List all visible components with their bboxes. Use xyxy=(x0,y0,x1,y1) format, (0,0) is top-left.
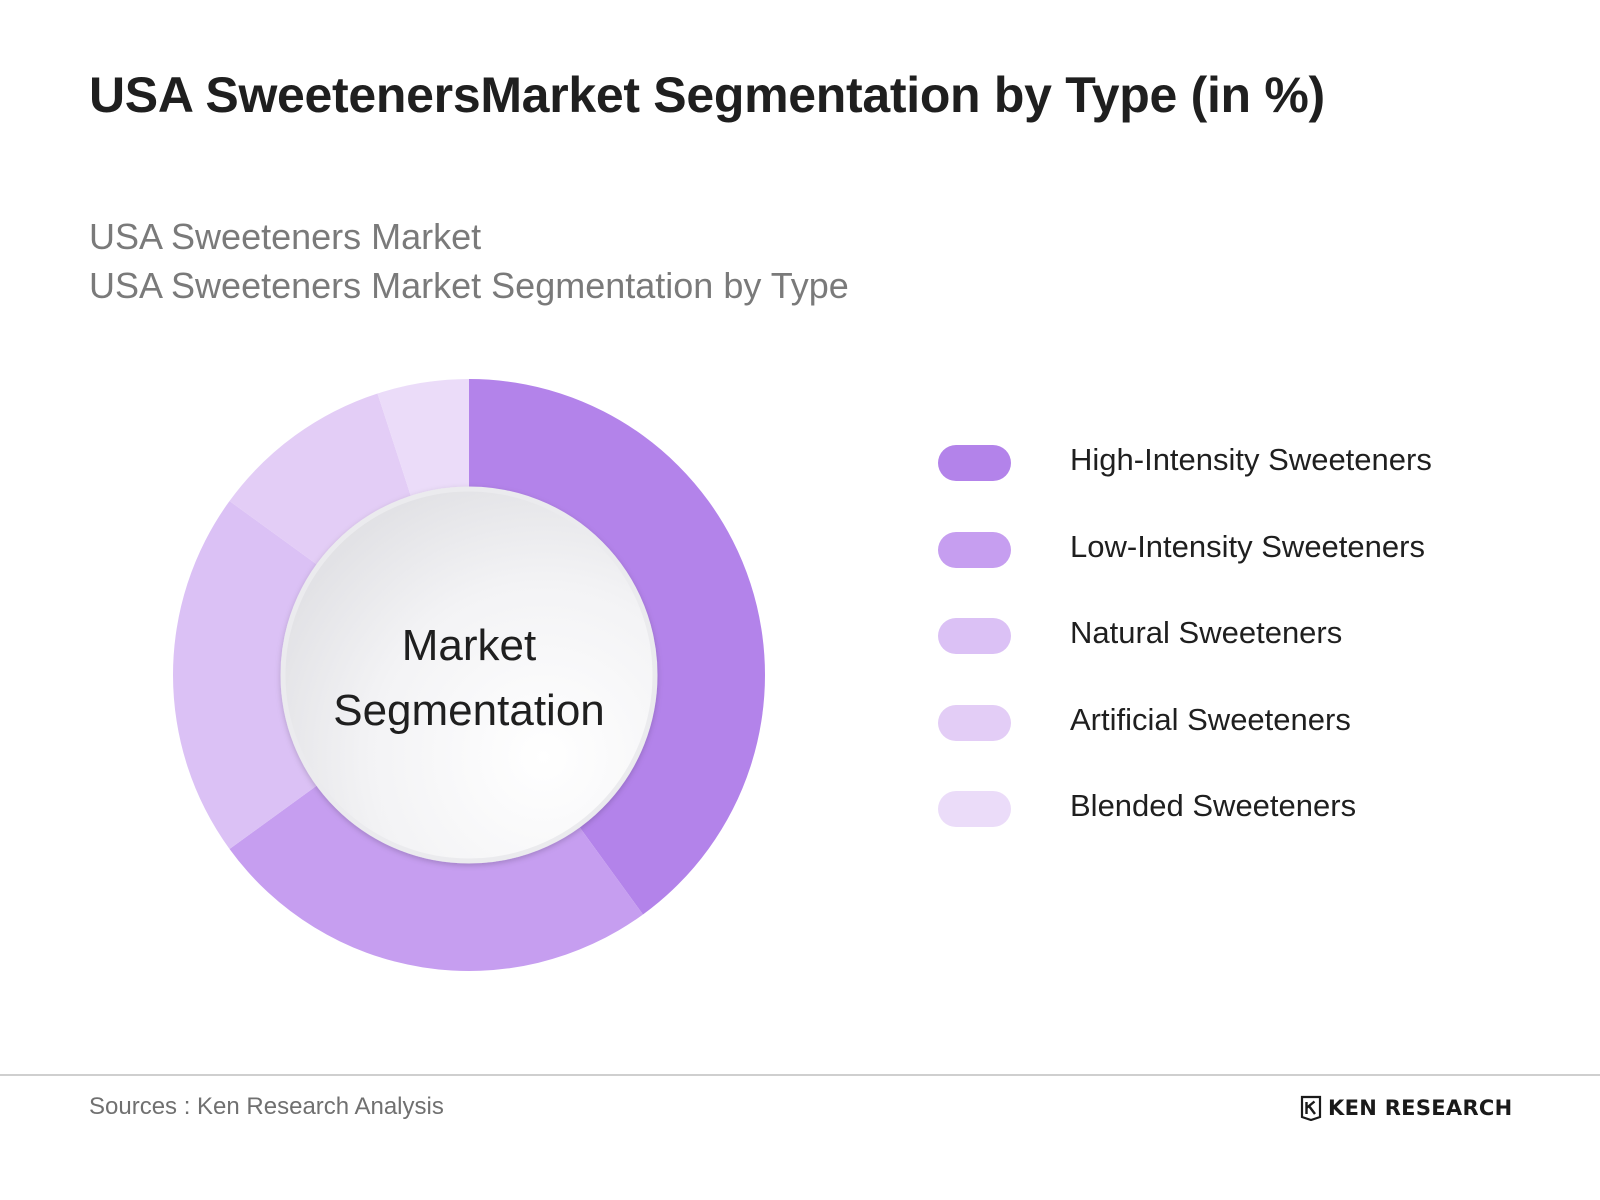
legend-swatch xyxy=(938,445,1011,481)
brand-name: KEN RESEARCH xyxy=(1328,1096,1513,1120)
legend-label: Artificial Sweeteners xyxy=(1070,701,1351,737)
legend-swatch xyxy=(938,704,1011,741)
legend-item-natural: Natural Sweeteners xyxy=(938,613,1558,700)
legend-item-high-intensity: High-Intensity Sweeteners xyxy=(938,440,1558,527)
footer-divider xyxy=(0,1074,1600,1076)
subtitle-market: USA Sweeteners Market xyxy=(89,216,482,257)
legend-item-low-intensity: Low-Intensity Sweeteners xyxy=(938,527,1558,614)
center-label-line2: Segmentation xyxy=(333,686,605,735)
donut-slice-artificial-sweeteners xyxy=(229,393,413,569)
source-note: Sources : Ken Research Analysis xyxy=(89,1093,444,1120)
brand-logo: KEN RESEARCH xyxy=(1300,1093,1513,1123)
legend-swatch xyxy=(938,791,1011,827)
center-label-line1: Market xyxy=(402,621,536,670)
page-title: USA SweetenersMarket Segmentation by Typ… xyxy=(89,67,1325,123)
donut-slice-blended-sweeteners xyxy=(377,379,469,502)
legend-label: Blended Sweeteners xyxy=(1070,788,1357,823)
legend-label: Natural Sweeteners xyxy=(1070,615,1343,650)
legend-label: High-Intensity Sweeteners xyxy=(1070,442,1432,477)
donut-slice-high-intensity-sweeteners xyxy=(469,379,766,915)
ken-research-logo-icon xyxy=(1300,1095,1322,1121)
legend-item-artificial: Artificial Sweeteners xyxy=(938,700,1558,787)
donut-slice-low-intensity-sweeteners xyxy=(229,781,643,972)
chart-legend: High-Intensity Sweeteners Low-Intensity … xyxy=(938,440,1558,873)
donut-center-disc xyxy=(280,486,658,864)
donut-slices xyxy=(173,379,766,972)
legend-item-blended: Blended Sweeteners xyxy=(938,786,1558,873)
legend-label: Low-Intensity Sweeteners xyxy=(1070,528,1425,564)
legend-swatch xyxy=(938,618,1011,654)
subtitle-segmentation: USA Sweeteners Market Segmentation by Ty… xyxy=(89,265,849,306)
donut-slice-natural-sweeteners xyxy=(173,501,322,849)
legend-swatch xyxy=(938,531,1011,568)
